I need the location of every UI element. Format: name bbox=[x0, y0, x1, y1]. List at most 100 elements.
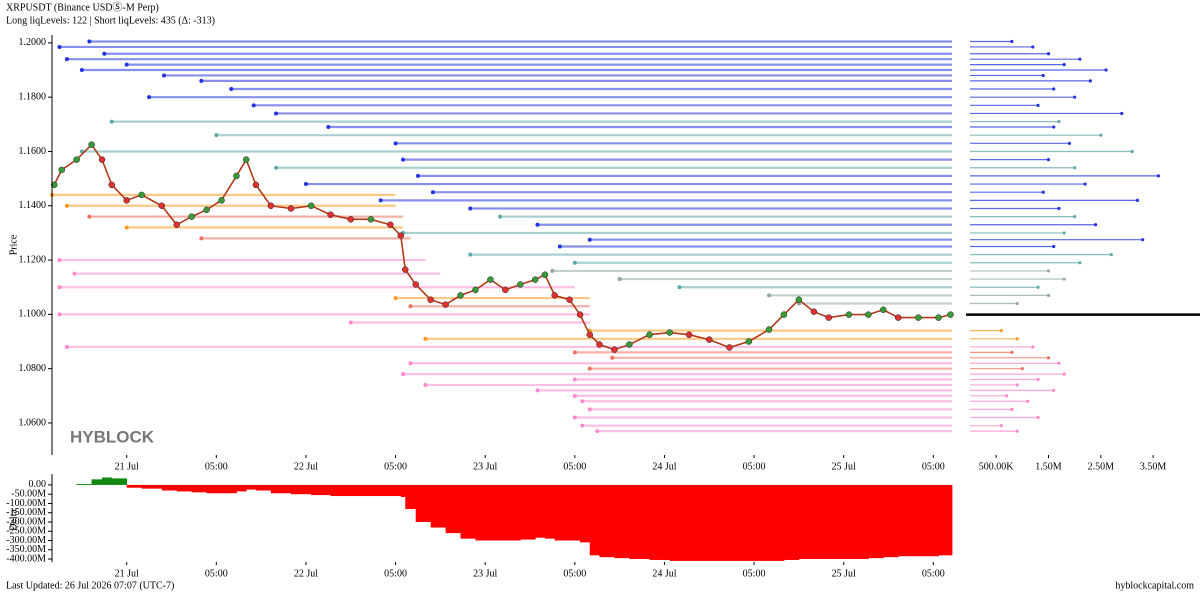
price-marker bbox=[442, 301, 449, 308]
delta-bar bbox=[520, 484, 536, 540]
y-tick-label: 1.2000 bbox=[19, 37, 47, 48]
delta-bar bbox=[669, 484, 690, 561]
x-tick-label: 500.00K bbox=[979, 461, 1015, 472]
liquidation-level-start bbox=[572, 393, 577, 398]
price-marker bbox=[252, 181, 260, 189]
y-tick-label: 0.00 bbox=[29, 479, 47, 490]
liquidation-level-start bbox=[401, 372, 406, 377]
price-marker bbox=[218, 197, 225, 204]
y-tick-label: -300.00M bbox=[6, 535, 46, 546]
delta-bar bbox=[91, 479, 103, 485]
delta-bar bbox=[938, 484, 951, 556]
delta-bar bbox=[255, 484, 272, 491]
price-marker bbox=[98, 156, 106, 163]
liquidation-level-start bbox=[557, 244, 562, 249]
price-marker bbox=[576, 311, 584, 318]
liquidation-level-start bbox=[274, 111, 279, 116]
y-axis-label: Delta bbox=[8, 509, 19, 531]
price-marker bbox=[73, 156, 80, 163]
level-size-dot bbox=[1046, 356, 1051, 360]
liquidation-level-start bbox=[214, 133, 219, 138]
liquidation-level-start bbox=[408, 361, 413, 366]
price-marker bbox=[242, 156, 250, 163]
delta-bar bbox=[390, 484, 402, 497]
level-size-dot bbox=[1020, 367, 1024, 371]
level-size-dot bbox=[1052, 87, 1056, 91]
liquidation-level-start bbox=[109, 119, 114, 124]
chart-subtitle: Long liqLevels: 122 | Short liqLevels: 4… bbox=[6, 15, 215, 26]
x-tick-label: 05:00 bbox=[743, 568, 766, 579]
liquidation-level-start bbox=[102, 51, 107, 56]
price-marker bbox=[402, 266, 409, 273]
level-size-dot bbox=[1041, 190, 1045, 194]
price-marker bbox=[138, 191, 145, 199]
delta-bar bbox=[490, 484, 506, 541]
price-marker bbox=[367, 216, 375, 223]
x-tick-label: 21 Jul bbox=[115, 568, 139, 579]
delta-bar bbox=[798, 484, 815, 560]
price-marker bbox=[566, 296, 573, 303]
delta-bar bbox=[236, 484, 247, 492]
y-tick-label: -50.00M bbox=[11, 488, 46, 499]
delta-bar bbox=[221, 484, 237, 494]
price-marker bbox=[810, 308, 818, 315]
level-size-dot bbox=[1010, 39, 1014, 44]
delta-bar bbox=[848, 484, 869, 560]
level-size-dot bbox=[1046, 293, 1051, 297]
price-marker bbox=[327, 211, 334, 218]
delta-bar bbox=[330, 484, 352, 497]
price-marker bbox=[173, 221, 180, 229]
x-tick-label: 05:00 bbox=[563, 461, 586, 472]
delta-bar bbox=[405, 484, 417, 510]
liquidation-level-start bbox=[498, 214, 503, 219]
x-tick-label: 05:00 bbox=[563, 568, 586, 579]
price-marker bbox=[685, 331, 693, 338]
level-size-dot bbox=[1015, 301, 1019, 306]
delta-bar bbox=[689, 484, 710, 561]
x-tick-label: 25 Jul bbox=[832, 461, 856, 472]
delta-bar bbox=[111, 478, 128, 485]
delta-bar bbox=[544, 484, 556, 539]
x-tick-label: 24 Jul bbox=[652, 568, 676, 579]
liquidation-level-start bbox=[199, 78, 204, 83]
level-size-dot bbox=[1005, 394, 1009, 398]
level-size-dot bbox=[1141, 238, 1145, 242]
level-size-dot bbox=[1015, 429, 1019, 433]
y-tick-label: 1.1200 bbox=[19, 254, 47, 265]
liquidation-level-start bbox=[72, 271, 77, 276]
price-marker bbox=[58, 166, 65, 174]
price-marker bbox=[487, 276, 494, 283]
price-marker bbox=[795, 296, 803, 303]
level-size-dot bbox=[1046, 269, 1051, 273]
level-size-dot bbox=[1073, 95, 1077, 99]
liquidation-level-start bbox=[468, 252, 473, 257]
level-size-dot bbox=[1052, 244, 1056, 249]
delta-bar bbox=[748, 484, 770, 561]
level-size-dot bbox=[1073, 166, 1077, 170]
liquidation-level-start bbox=[326, 125, 331, 130]
price-marker bbox=[915, 314, 922, 321]
liquidation-level-start bbox=[378, 198, 383, 203]
level-size-dot bbox=[1120, 111, 1124, 116]
liquidation-level-start bbox=[587, 366, 592, 371]
delta-bar bbox=[883, 484, 899, 558]
level-size-dot bbox=[1104, 68, 1108, 72]
liquidation-level-start bbox=[147, 95, 152, 100]
level-size-dot bbox=[1036, 415, 1040, 420]
liquidation-level-start bbox=[580, 399, 585, 404]
level-size-dot bbox=[1036, 285, 1040, 289]
delta-bar bbox=[580, 484, 591, 543]
delta-bar bbox=[629, 484, 650, 560]
y-tick-label: 1.0800 bbox=[19, 363, 47, 374]
y-tick-label: 1.1600 bbox=[19, 146, 47, 157]
y-tick-label: 1.1000 bbox=[19, 309, 47, 320]
y-tick-label: -100.00M bbox=[6, 498, 46, 509]
delta-bar bbox=[311, 484, 331, 496]
x-tick-label: 2.50M bbox=[1088, 461, 1115, 472]
x-tick-label: 22 Jul bbox=[294, 568, 318, 579]
x-tick-label: 22 Jul bbox=[294, 461, 318, 472]
delta-bar bbox=[828, 484, 850, 560]
delta-bar bbox=[246, 484, 257, 490]
liquidation-level-start bbox=[610, 355, 615, 360]
